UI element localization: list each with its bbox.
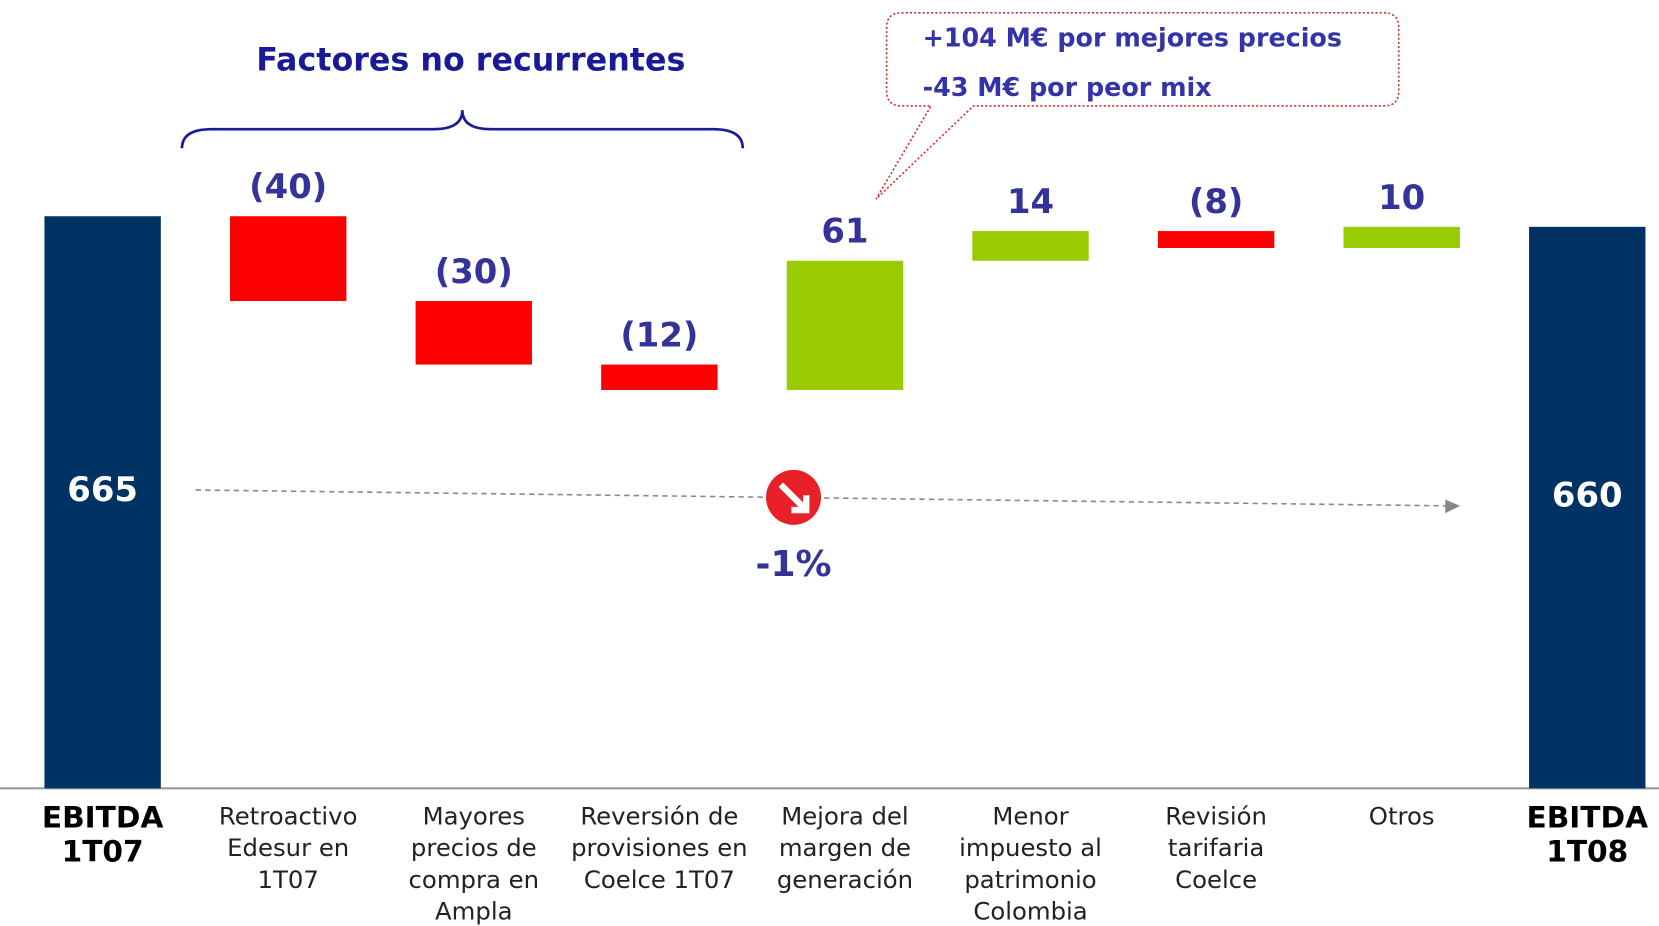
x-tick-label: Reversión de provisiones en Coelce 1T07 <box>571 803 748 895</box>
bar <box>1343 226 1460 249</box>
total-bar <box>44 216 161 789</box>
total-bar <box>1529 226 1646 789</box>
x-tick-label: EBITDA 1T07 <box>41 801 164 869</box>
bar <box>230 216 347 301</box>
trend-arrow <box>195 489 1448 507</box>
value-label: 665 <box>67 470 138 509</box>
arrow-head <box>1445 499 1461 514</box>
value-label: 14 <box>1007 182 1054 221</box>
x-tick-label: Mayores precios de compra en Ampla <box>408 803 540 926</box>
x-tick-label: EBITDA 1T08 <box>1526 801 1649 869</box>
value-label: 10 <box>1378 178 1425 217</box>
x-tick-label: Revisión tarifaria Coelce <box>1165 803 1267 895</box>
x-tick-label: Otros <box>1368 803 1435 831</box>
category-label-box: Reversión de provisiones en Coelce 1T07 <box>571 803 748 895</box>
bracket-label: Factores no recurrentes <box>256 42 685 78</box>
value-label: 660 <box>1552 476 1623 515</box>
category-label-box: Revisión tarifaria Coelce <box>1165 803 1267 895</box>
value-label: (40) <box>249 167 327 206</box>
bar <box>1157 231 1275 249</box>
bar <box>415 300 532 365</box>
value-label: 61 <box>821 212 868 251</box>
category-label-box: EBITDA 1T08 <box>1526 801 1649 869</box>
bar <box>786 260 904 390</box>
down-icon-arrow <box>778 482 810 514</box>
value-label: (30) <box>435 252 513 291</box>
value-label: (12) <box>620 316 698 355</box>
callout-text: +104 M€ por mejores precios <box>923 22 1342 52</box>
x-tick-label: Retroactivo Edesur en 1T07 <box>218 803 358 895</box>
x-tick-label: Menor impuesto al patrimonio Colombia <box>959 803 1102 926</box>
callout-box <box>875 12 1400 200</box>
category-label-box: Retroactivo Edesur en 1T07 <box>218 803 358 895</box>
change-label: -1% <box>756 544 832 585</box>
x-tick-label: Mejora del margen de generación <box>776 803 914 895</box>
category-label-box: Mejora del margen de generación <box>776 803 914 895</box>
callout-text: -43 M€ por peor mix <box>923 72 1212 102</box>
bar <box>972 231 1089 261</box>
bar <box>601 364 718 390</box>
category-label-box: Mayores precios de compra en Ampla <box>408 803 540 926</box>
category-label-box: Menor impuesto al patrimonio Colombia <box>959 803 1102 926</box>
category-label-box: EBITDA 1T07 <box>41 801 164 869</box>
brace <box>180 110 745 149</box>
value-label: (8) <box>1189 182 1243 221</box>
category-label-box: Otros <box>1368 803 1435 831</box>
